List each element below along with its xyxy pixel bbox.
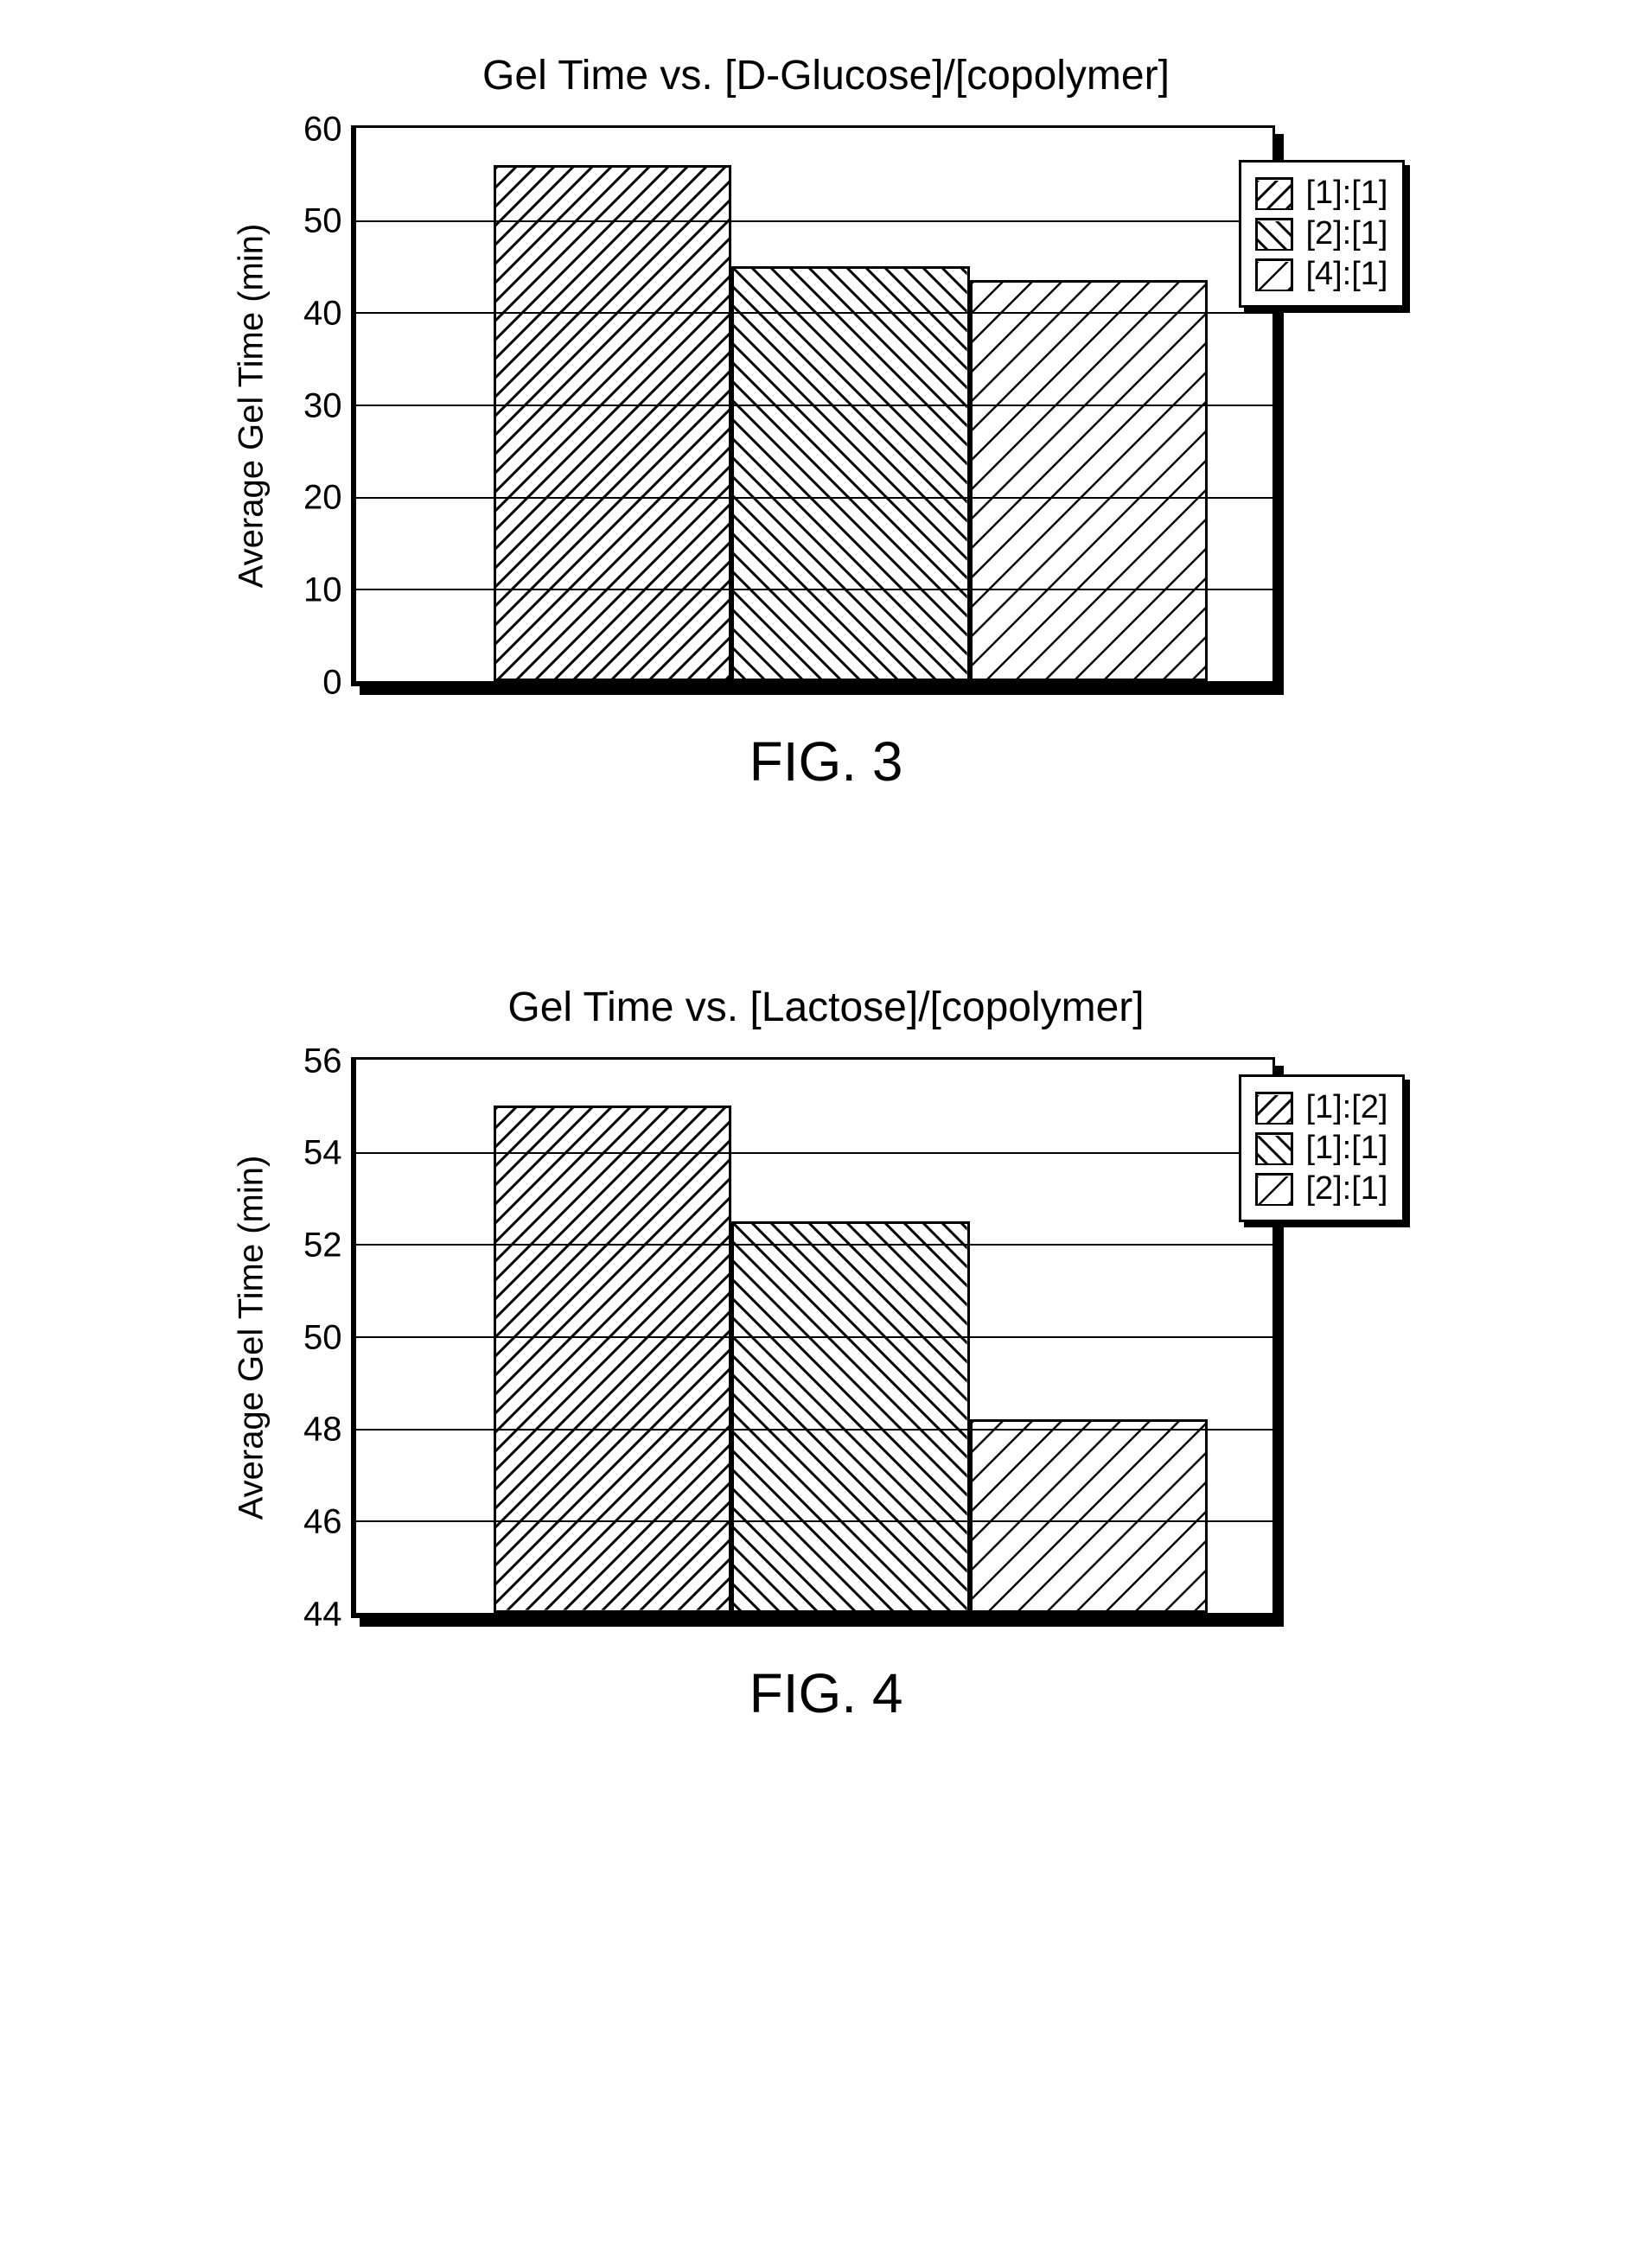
y-tick-label: 0 xyxy=(322,663,341,702)
legend-swatch xyxy=(1255,177,1293,210)
grid-line xyxy=(356,220,1272,222)
y-axis-label: Average Gel Time (min) xyxy=(232,224,271,589)
legend: [1]:[1][2]:[1] [4]:[1] xyxy=(1239,160,1404,308)
y-tick-label: 52 xyxy=(303,1226,342,1265)
legend-item: [1]:[1] xyxy=(1255,175,1387,212)
y-axis-label: Average Gel Time (min) xyxy=(232,1156,271,1520)
legend-swatch xyxy=(1255,1132,1293,1165)
plot-area xyxy=(351,125,1275,686)
figure-caption: FIG. 4 xyxy=(221,1661,1432,1725)
y-tick-label: 30 xyxy=(303,386,342,425)
legend-item: [2]:[1] xyxy=(1255,1170,1387,1208)
legend-label: [1]:[1] xyxy=(1305,175,1387,212)
plot-area xyxy=(351,1057,1275,1618)
chart-title: Gel Time vs. [D-Glucose]/[copolymer] xyxy=(221,52,1432,99)
figure-3: Gel Time vs. [D-Glucose]/[copolymer] Ave… xyxy=(221,52,1432,793)
y-tick-label: 40 xyxy=(303,294,342,333)
legend-item: [1]:[1] xyxy=(1255,1130,1387,1167)
y-tick-label: 56 xyxy=(303,1042,342,1080)
legend: [1]:[2] [1]:[1][2]:[1] xyxy=(1239,1074,1404,1222)
y-axis-ticks: 44464850525456 xyxy=(282,1061,351,1615)
bar xyxy=(731,266,970,681)
y-tick-label: 44 xyxy=(303,1595,342,1634)
legend-label: [1]:[2] xyxy=(1305,1089,1387,1126)
grid-line xyxy=(356,405,1272,406)
legend-label: [4]:[1] xyxy=(1305,256,1387,293)
legend-item: [4]:[1] xyxy=(1255,256,1387,293)
chart-title: Gel Time vs. [Lactose]/[copolymer] xyxy=(221,984,1432,1031)
figure-caption: FIG. 3 xyxy=(221,730,1432,793)
grid-line xyxy=(356,497,1272,499)
y-tick-label: 50 xyxy=(303,202,342,241)
y-tick-label: 54 xyxy=(303,1134,342,1173)
y-tick-label: 48 xyxy=(303,1411,342,1450)
bar xyxy=(970,280,1209,681)
legend-swatch xyxy=(1255,258,1293,291)
y-axis-ticks: 0102030405060 xyxy=(282,130,351,683)
legend-swatch xyxy=(1255,1092,1293,1125)
grid-line xyxy=(356,1152,1272,1154)
bar xyxy=(970,1419,1209,1613)
y-axis-label-wrap: Average Gel Time (min) xyxy=(221,386,282,425)
y-tick-label: 60 xyxy=(303,110,342,149)
bar xyxy=(494,165,732,681)
legend-label: [1]:[1] xyxy=(1305,1130,1387,1167)
grid-line xyxy=(356,1520,1272,1522)
legend-label: [2]:[1] xyxy=(1305,215,1387,252)
legend-swatch xyxy=(1255,218,1293,251)
y-tick-label: 20 xyxy=(303,479,342,518)
grid-line xyxy=(356,1244,1272,1246)
legend-item: [1]:[2] xyxy=(1255,1089,1387,1126)
grid-line xyxy=(356,1429,1272,1431)
y-axis-label-wrap: Average Gel Time (min) xyxy=(221,1318,282,1357)
legend-swatch xyxy=(1255,1173,1293,1206)
legend-label: [2]:[1] xyxy=(1305,1170,1387,1208)
figure-4: Gel Time vs. [Lactose]/[copolymer] Avera… xyxy=(221,984,1432,1725)
bar xyxy=(731,1221,970,1613)
grid-line xyxy=(356,589,1272,590)
y-tick-label: 50 xyxy=(303,1318,342,1357)
grid-line xyxy=(356,1336,1272,1338)
y-tick-label: 46 xyxy=(303,1502,342,1541)
grid-line xyxy=(356,312,1272,314)
legend-item: [2]:[1] xyxy=(1255,215,1387,252)
y-tick-label: 10 xyxy=(303,570,342,609)
bar xyxy=(494,1106,732,1613)
